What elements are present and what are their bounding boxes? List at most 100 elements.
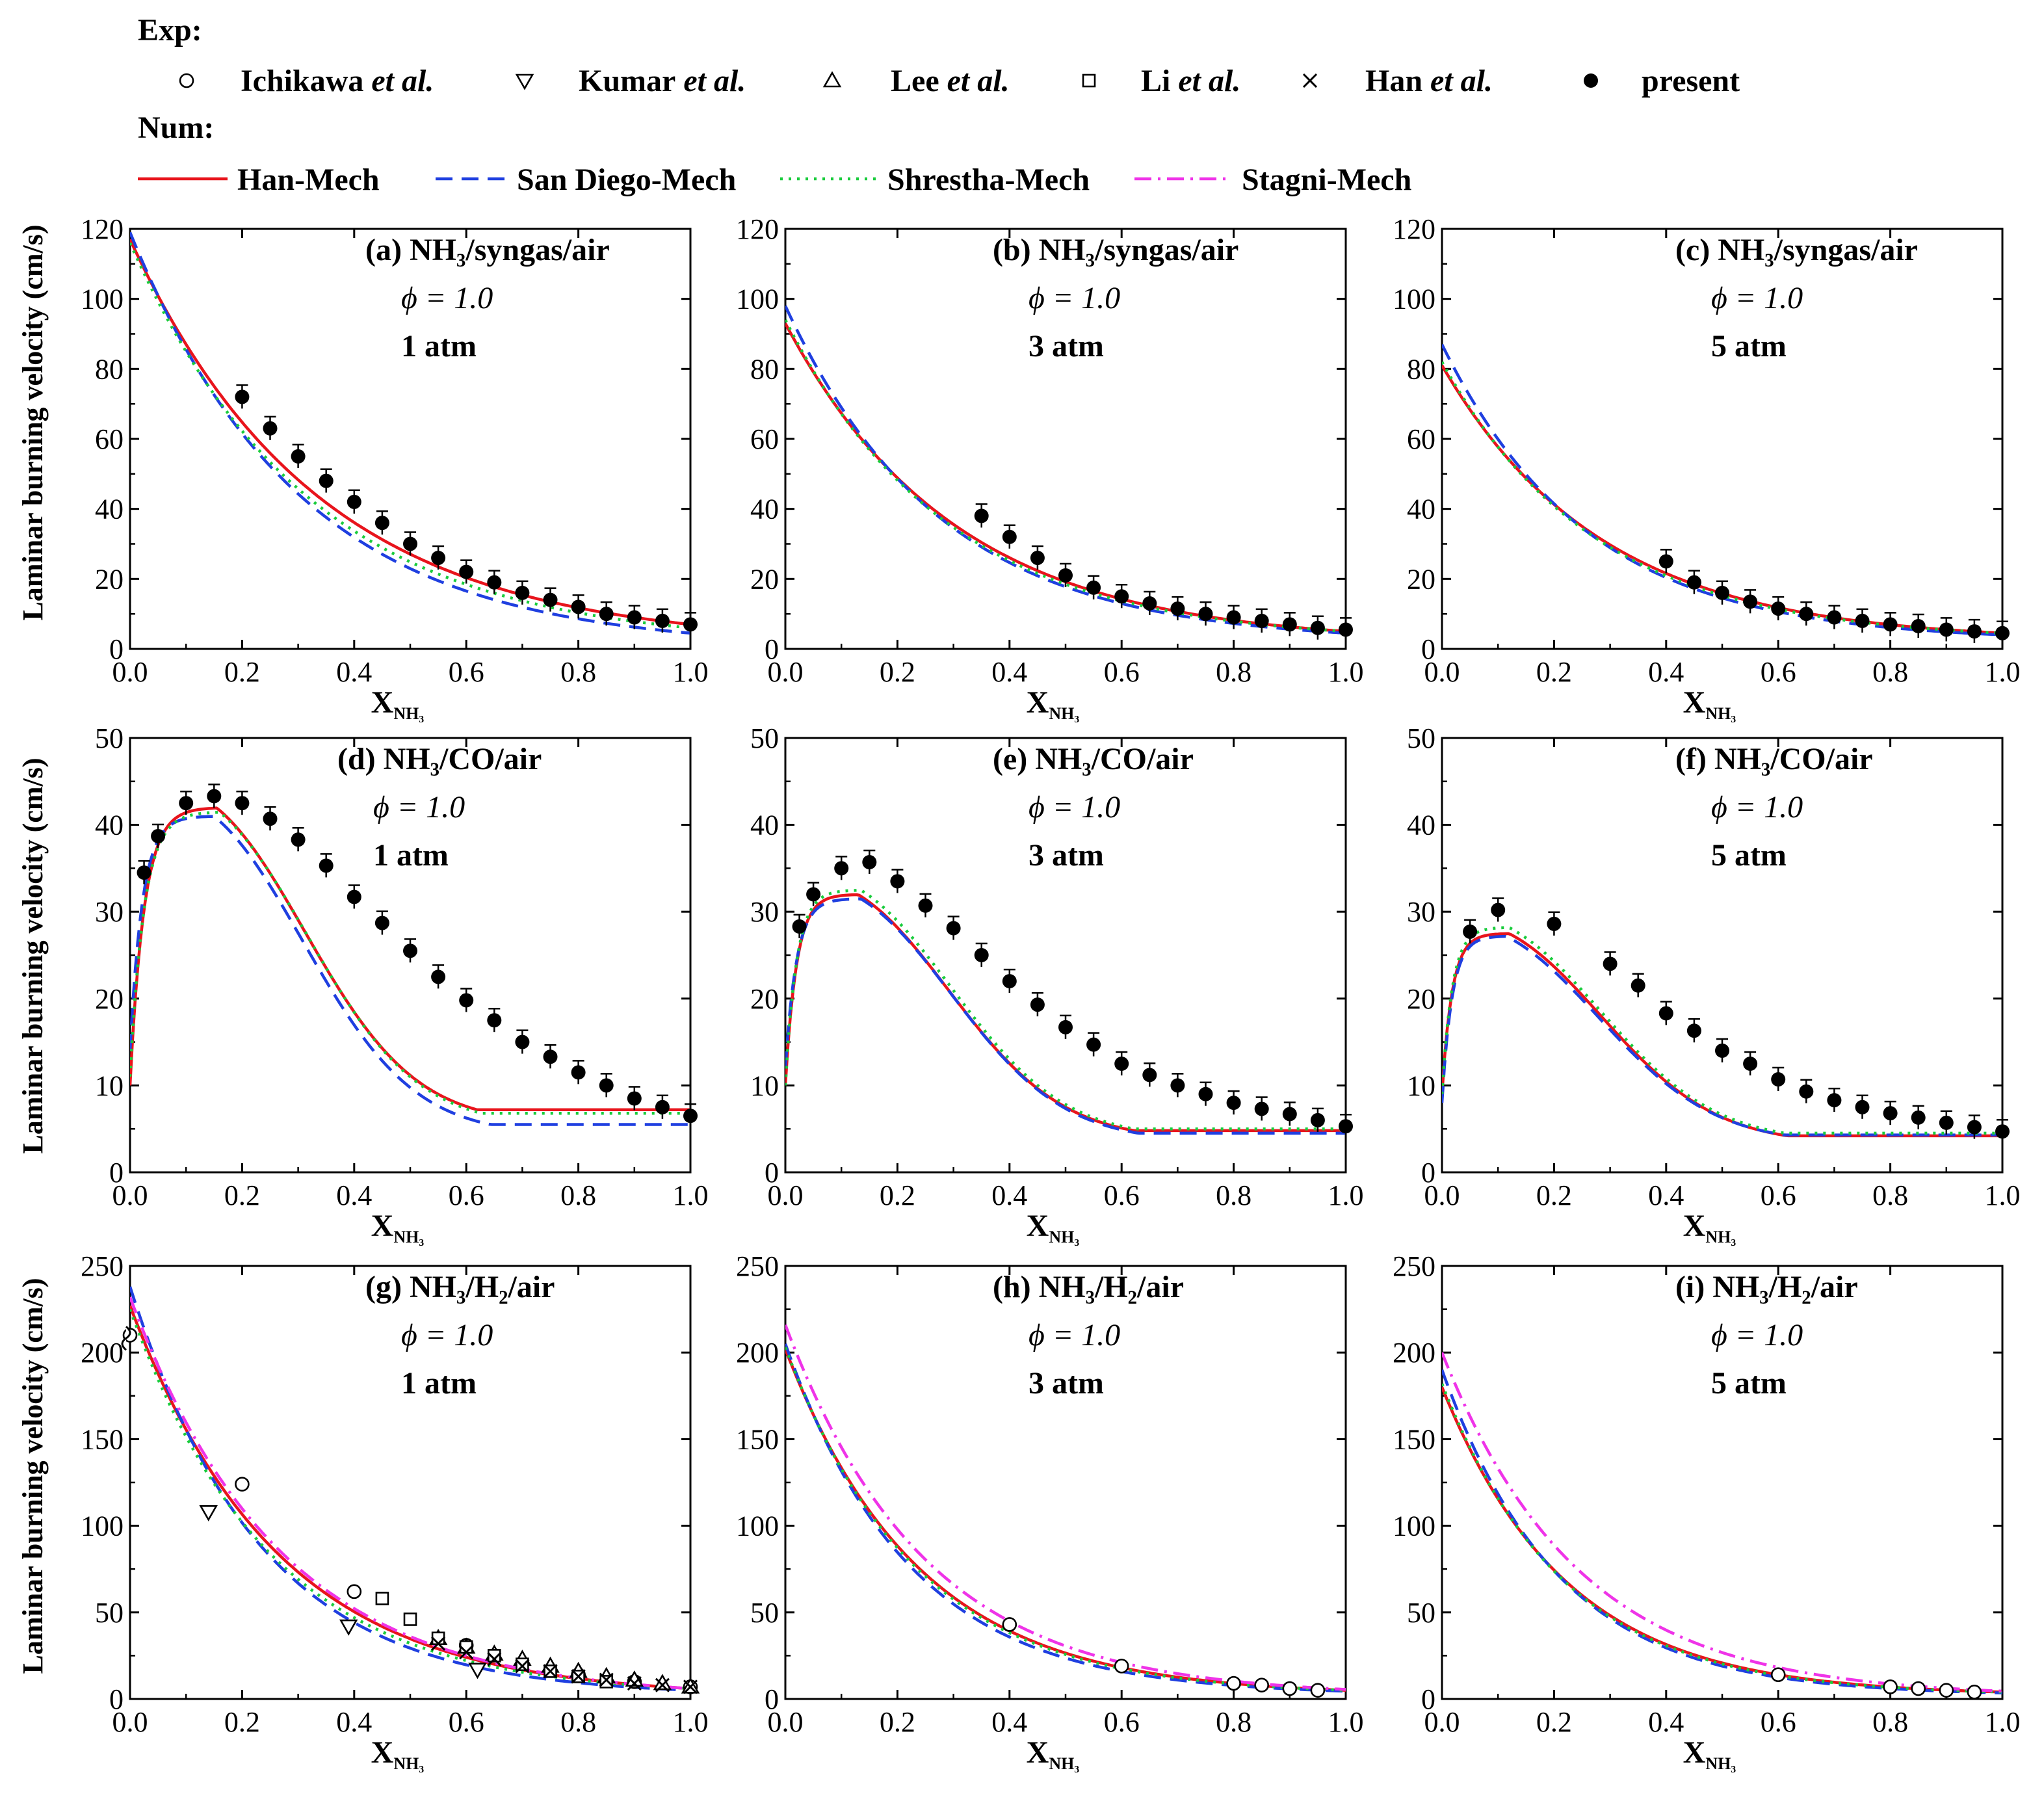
data-point [946,921,961,936]
panel-title: (e) NH₃/CO/air [993,742,1194,776]
legend-exp-suffix: et al. [939,64,1010,98]
data-point [599,1078,614,1093]
panel-pressure: 5 atm [1711,1366,1787,1401]
data-point [1911,1110,1926,1125]
legend: Exp:Num:Ichikawa et al. Kumar et al. Lee e… [138,13,1740,197]
x-tick-label: 0.6 [449,1179,484,1211]
data-point [347,889,361,904]
curve-Stagni-Mech [130,1296,690,1691]
y-tick-label: 250 [736,1250,779,1282]
data-point [1226,610,1241,625]
y-tick-label: 10 [95,1070,124,1101]
legend-exp-label: Exp: [138,13,202,47]
x-tick-label: 0.2 [224,1706,260,1738]
y-tick-label: 0 [1421,1683,1435,1715]
curve-San Diego-Mech [785,305,1346,635]
data-point [653,1674,672,1691]
y-axis-label: Laminar burning velocity (cm/s) [17,757,49,1153]
data-point [1939,622,1954,637]
legend-exp-name: Ichikawa [241,64,363,98]
data-point [571,1669,586,1684]
panel-pressure: 3 atm [1029,1366,1104,1401]
curves [1442,1352,2002,1694]
data-point [487,575,502,590]
data-point [974,508,989,523]
legend-exp-name: Han [1365,64,1422,98]
x-axis-label: XNH₃ [1027,1735,1080,1773]
data-point [151,828,166,843]
curve-Shrestha-Mech [785,888,1346,1131]
y-tick-label: 20 [750,563,779,595]
legend-num-label: Num: [138,111,214,145]
data-point [1310,1112,1325,1127]
panel-phi: ϕ = 1.0 [1029,790,1120,824]
x-tick-label: 0.2 [224,1179,260,1211]
legend-num-name: Shrestha-Mech [887,163,1090,197]
x-tick-label: 0.0 [768,1706,804,1738]
y-tick-label: 80 [95,353,124,385]
data-point [1883,1679,1898,1694]
curve-San Diego-Mech [1442,1369,2002,1694]
data-point [792,919,807,934]
x-tick-label: 0.4 [1648,1179,1684,1211]
data-point [571,599,586,614]
legend-num-item: Shrestha-Mech [780,163,1090,197]
data-point [431,551,446,566]
data-point [862,855,877,870]
x-tick-label: 0.4 [991,1179,1027,1211]
data-point [1142,596,1157,611]
x-axis-label: XNH₃ [1683,1209,1736,1246]
data-point [1603,956,1618,971]
data-point [1547,916,1562,931]
legend-exp-suffix: et al. [363,64,434,98]
panel-title: (d) NH₃/CO/air [337,742,542,776]
data-point [1310,620,1325,635]
panel-title: (g) NH₃/H₂/air [365,1270,555,1304]
legend-marker-open-triangle-up [822,71,842,88]
data-point [543,1664,558,1679]
panels: 0.0 0.2 0.4 0.6 0.8 1.0020406080100120XNH₃(a)… [81,213,2021,1773]
y-tick-label: 80 [1407,353,1435,385]
x-tick-label: 0.2 [880,1179,915,1211]
data-point [1967,1685,1982,1700]
x-axis-label-sub: NH₃ [1705,1228,1736,1246]
x-axis-label-main: X [371,1735,394,1770]
curve-Han-Mech [130,1305,690,1691]
x-tick-label: 0.8 [1872,656,1908,688]
data-point [1114,1057,1129,1071]
y-tick-label: 100 [1393,1510,1435,1542]
data-point [1282,617,1297,632]
legend-exp-suffix: et al. [675,64,746,98]
data-point [1254,1678,1269,1692]
panel-pressure: 5 atm [1711,838,1787,873]
x-tick-label: 0.8 [1216,656,1251,688]
data-point [806,887,821,902]
panel-f: 0.0 0.2 0.4 0.6 0.8 1.0 0 10 20 30 40 50 XNH₃ (f) NH₃… [1407,722,2021,1246]
x-tick-label: 0.0 [112,1179,148,1211]
data-point [1142,1068,1157,1083]
x-axis-label-main: X [371,685,394,720]
x-tick-label: 1.0 [1985,1706,2021,1738]
data-point [1686,1023,1701,1038]
x-tick-label: 0.2 [1536,1179,1572,1211]
y-tick-label: 150 [736,1423,779,1455]
legend-exp-label-text: Kumar et al. [579,64,746,98]
y-tick-label: 0 [109,633,124,665]
data-point [1282,1681,1298,1696]
legend-exp-name: present [1642,64,1740,98]
y-axis-labels: Laminar burning velocity (cm/s) Laminar b… [17,224,49,1674]
y-tick-label: 60 [95,423,124,455]
data-point [1198,1086,1213,1101]
data-point [1226,1096,1241,1111]
data-point [235,1477,250,1492]
data-point [918,898,933,913]
y-tick-label: 250 [1393,1250,1435,1282]
data-point [543,592,558,607]
legend-marker-open-circle [179,73,194,88]
data-point [263,811,278,826]
y-tick-label: 40 [750,493,779,525]
x-tick-label: 0.6 [1761,656,1796,688]
legend-exp-label-text: Li et al. [1141,64,1240,98]
x-tick-label: 0.4 [336,1179,372,1211]
data-point [487,1013,502,1028]
